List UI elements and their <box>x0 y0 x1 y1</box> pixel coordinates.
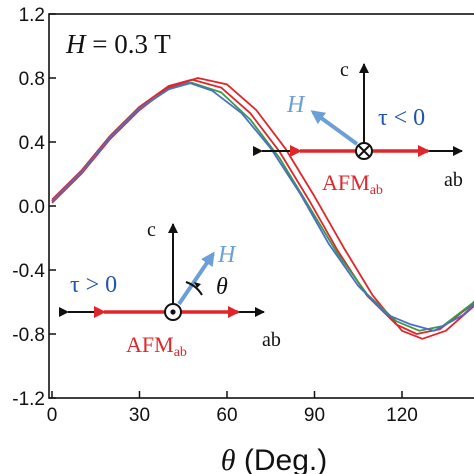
series-group <box>51 77 474 340</box>
inset-bottom-theta-label: θ <box>216 274 228 300</box>
x-tick-label: 120 <box>386 405 418 426</box>
x-tick-label: 90 <box>304 405 325 426</box>
inset-bottom: c ab H τ > 0 θ AFMab <box>59 219 281 360</box>
inset-top-h-arrow <box>310 110 359 146</box>
series-line-4 <box>51 81 474 332</box>
inset-bottom-tau-label: τ > 0 <box>70 272 117 298</box>
x-tick-label: 60 <box>216 405 237 426</box>
y-tick-label: -0.8 <box>12 325 45 346</box>
x-tick-label: 0 <box>47 405 58 426</box>
inset-top-c-label: c <box>340 59 349 81</box>
inset-bottom-c-label: c <box>147 219 156 241</box>
axis-ticks: 03060901201501.20.80.40.0-0.4-0.8-1.2 <box>12 5 474 426</box>
x-tick-label: 30 <box>129 405 150 426</box>
inset-top: c ab H τ < 0 AFMab <box>253 59 463 198</box>
x-axis-title: θ (Deg.) <box>221 444 327 474</box>
y-tick-label: 1.2 <box>19 5 45 26</box>
inset-top-tau-label: τ < 0 <box>378 105 425 131</box>
inset-bottom-theta-arc <box>185 281 203 296</box>
y-tick-label: -1.2 <box>12 389 45 410</box>
series-line-1 <box>51 77 474 340</box>
y-tick-label: 0.4 <box>19 133 46 154</box>
inset-top-h-label: H <box>286 92 306 118</box>
inset-bottom-h-label: H <box>217 242 237 268</box>
inset-bottom-h-arrow <box>177 251 215 306</box>
y-tick-label: -0.4 <box>12 261 45 282</box>
inset-bottom-afm-label: AFMab <box>126 332 187 360</box>
inset-top-ab-label: ab <box>444 169 463 191</box>
inset-bottom-ab-label: ab <box>262 329 281 351</box>
y-tick-label: 0.8 <box>19 69 45 90</box>
field-label: H = 0.3 T <box>65 29 171 59</box>
inset-top-afm-label: AFMab <box>322 170 383 198</box>
y-tick-label: 0.0 <box>19 197 45 218</box>
